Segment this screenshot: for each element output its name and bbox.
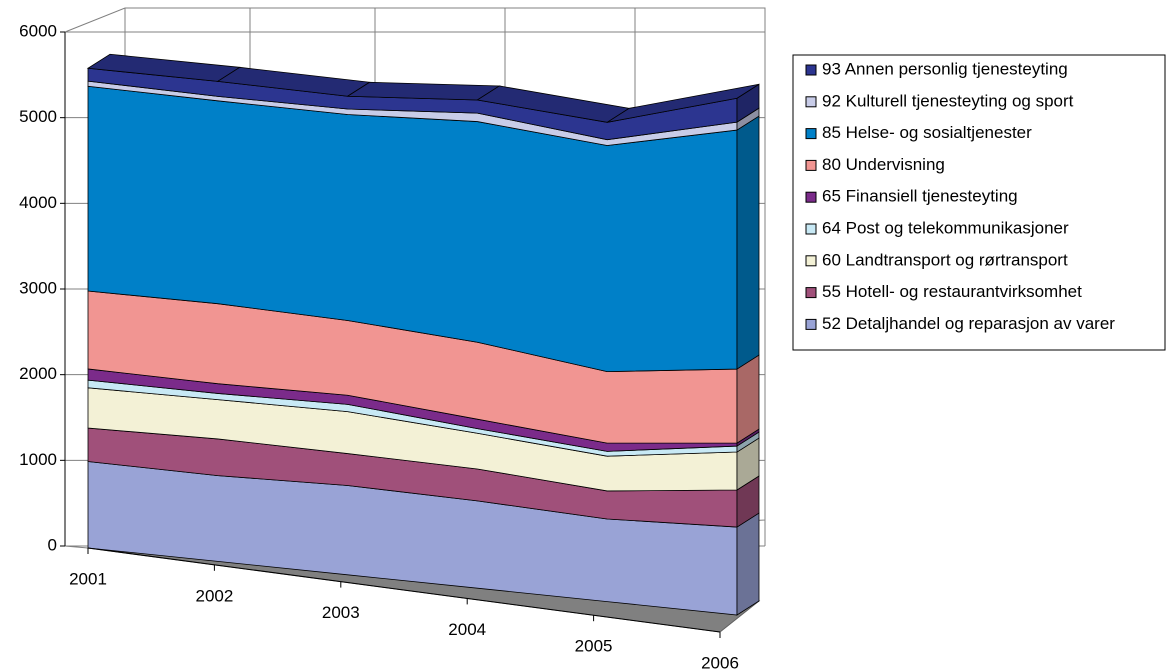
x-tick-label: 2004 [448, 620, 486, 639]
area-top [606, 83, 760, 123]
x-axis [87, 547, 721, 633]
legend-swatch [805, 64, 817, 76]
y-tick-label: 1000 [19, 450, 57, 469]
legend-box [792, 54, 1166, 351]
legend-label: 85 Helse- og sosialtjenester [822, 123, 1032, 142]
legend-swatch [805, 159, 817, 171]
legend-swatch [805, 191, 817, 203]
x-tick-label: 2006 [701, 653, 739, 672]
x-tick-label: 2003 [322, 603, 360, 622]
y-tick-label: 3000 [19, 278, 57, 297]
legend-swatch [805, 287, 817, 299]
legend-label: 93 Annen personlig tjenesteyting [822, 59, 1068, 78]
area-side [736, 354, 760, 444]
x-tick-label: 2005 [575, 637, 613, 656]
x-tick-label: 2001 [69, 569, 107, 588]
area-top [346, 81, 501, 101]
legend-label: 55 Hotell- og restaurantvirksomhet [822, 282, 1082, 301]
legend-swatch [805, 255, 817, 267]
area-side [736, 115, 760, 370]
y-tick-label: 0 [48, 535, 57, 554]
area-side [736, 512, 760, 616]
legend-swatch [805, 96, 817, 108]
legend-label: 60 Landtransport og rørtransport [822, 250, 1068, 269]
y-tick-label: 5000 [19, 107, 57, 126]
y-tick-label: 2000 [19, 364, 57, 383]
legend-swatch [805, 223, 817, 235]
legend-label: 80 Undervisning [822, 155, 945, 174]
legend-swatch [805, 128, 817, 140]
legend-label: 92 Kulturell tjenesteyting og sport [822, 91, 1074, 110]
y-tick-label: 4000 [19, 193, 57, 212]
legend-swatch [805, 318, 817, 330]
legend-label: 64 Post og telekommunikasjoner [822, 218, 1069, 237]
x-tick-label: 2002 [195, 586, 233, 605]
legend-label: 52 Detaljhandel og reparasjon av varer [822, 314, 1115, 333]
y-tick-label: 6000 [19, 21, 57, 40]
legend-label: 65 Finansiell tjenesteyting [822, 187, 1018, 206]
